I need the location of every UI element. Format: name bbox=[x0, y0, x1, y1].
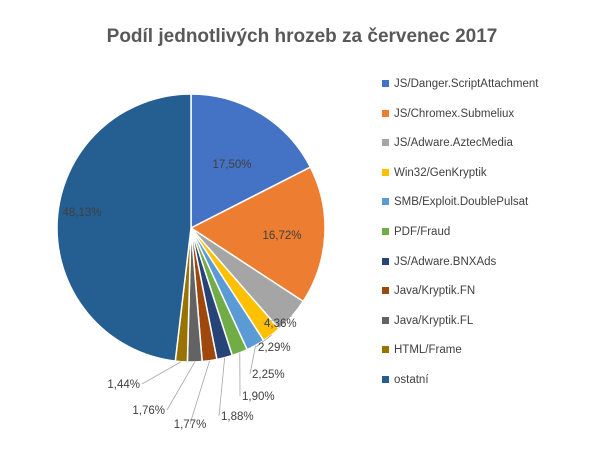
legend-swatch bbox=[382, 198, 389, 206]
legend-label: JS/Danger.ScriptAttachment bbox=[394, 78, 539, 90]
legend-swatch bbox=[382, 375, 389, 383]
leader-line bbox=[189, 360, 210, 425]
pie-slice bbox=[56, 93, 192, 362]
leader-line bbox=[166, 361, 196, 411]
data-label: 1,44% bbox=[107, 379, 140, 391]
leader-line bbox=[249, 345, 256, 375]
legend-swatch bbox=[382, 139, 389, 147]
data-label: 4,36% bbox=[264, 318, 297, 330]
legend-swatch bbox=[382, 168, 389, 176]
legend-label: JS/Adware.BNXAds bbox=[394, 255, 497, 268]
data-label: 16,72% bbox=[262, 230, 301, 242]
legend-swatch bbox=[382, 109, 389, 117]
data-label: 2,25% bbox=[252, 369, 285, 381]
leader-line bbox=[141, 361, 182, 385]
leader-line bbox=[218, 357, 226, 417]
legend-swatch bbox=[382, 346, 389, 354]
legend-label: ostatní bbox=[394, 373, 429, 386]
legend-label: JS/Chromex.Submeliux bbox=[394, 107, 515, 120]
chart-title: Podíl jednotlivých hrozeb za červenec 20… bbox=[106, 26, 498, 47]
legend-swatch bbox=[382, 80, 389, 87]
legend-swatch bbox=[382, 316, 389, 324]
legend-label: HTML/Frame bbox=[394, 344, 462, 357]
leader-line bbox=[261, 315, 293, 324]
pie-slice bbox=[189, 166, 326, 303]
legend-label: JS/Adware.AztecMedia bbox=[394, 137, 513, 150]
legend-label: Java/Kryptik.FN bbox=[394, 285, 476, 298]
data-label: 17,50% bbox=[212, 159, 251, 171]
data-label: 1,77% bbox=[174, 419, 207, 431]
legend-swatch bbox=[382, 227, 389, 235]
legend-label: Win32/GenKryptik bbox=[394, 166, 487, 179]
legend-label: SMB/Exploit.DoublePulsat bbox=[394, 196, 529, 209]
legend-swatch bbox=[382, 257, 389, 265]
data-label: 2,29% bbox=[258, 342, 291, 354]
data-label: 1,90% bbox=[242, 391, 275, 403]
leader-line bbox=[255, 334, 272, 348]
legend-swatch bbox=[382, 287, 389, 295]
pie-slice bbox=[190, 93, 312, 230]
legend-label: PDF/Fraud bbox=[394, 225, 451, 238]
data-label: 1,76% bbox=[132, 405, 165, 417]
legend-label: Java/Kryptik.FL bbox=[394, 314, 474, 327]
data-label: 48,13% bbox=[62, 207, 101, 219]
data-label: 1,88% bbox=[221, 411, 254, 423]
